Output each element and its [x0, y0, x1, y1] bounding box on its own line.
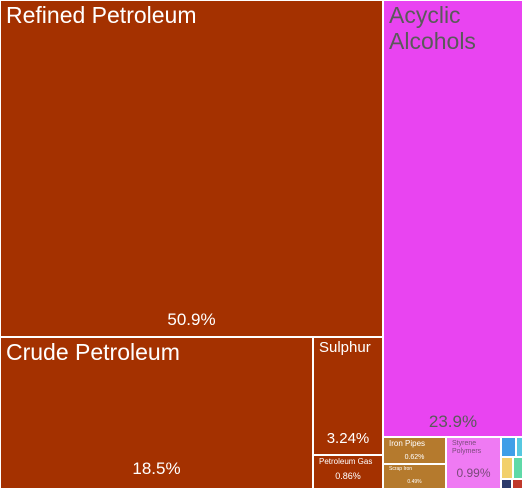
tile-percentage: 23.9%: [428, 412, 478, 431]
treemap-tile[interactable]: Acyclic Alcohols 23.9%: [383, 0, 523, 437]
tile-label: Refined Petroleum: [6, 2, 197, 28]
tile-percentage: 18.5%: [132, 459, 181, 478]
treemap-tile[interactable]: [513, 457, 523, 479]
tile-percentage: 3.24%: [326, 430, 370, 447]
treemap-tile[interactable]: Iron Pipes 0.62%: [383, 437, 446, 464]
treemap-tile[interactable]: [516, 437, 523, 457]
tile-percentage: 0.86%: [335, 471, 361, 481]
treemap-tile[interactable]: Scrap Iron 0.49%: [383, 464, 446, 489]
tile-label: Crude Petroleum: [6, 339, 180, 365]
tile-label: Petroleum Gas: [319, 457, 373, 466]
tile-label: Sulphur: [319, 339, 371, 356]
treemap-tile[interactable]: Crude Petroleum 18.5%: [0, 337, 313, 489]
tile-percentage: 0.49%: [407, 479, 422, 485]
treemap-tile[interactable]: [512, 479, 523, 489]
treemap-tile[interactable]: Styrene Polymers 0.99%: [446, 437, 501, 489]
treemap-tile[interactable]: Petroleum Gas 0.86%: [313, 455, 383, 489]
treemap-tile[interactable]: Sulphur 3.24%: [313, 337, 383, 455]
tile-label: Styrene Polymers: [452, 440, 482, 455]
treemap-tile[interactable]: Refined Petroleum 50.9%: [0, 0, 383, 337]
tile-label: Scrap Iron: [389, 466, 413, 472]
tile-percentage: 50.9%: [167, 310, 216, 329]
tile-label: Acyclic Alcohols: [389, 2, 476, 54]
tile-percentage: 0.99%: [456, 466, 491, 480]
treemap-tile[interactable]: [501, 437, 516, 457]
treemap-tile[interactable]: [501, 457, 513, 479]
tile-percentage: 0.62%: [404, 454, 425, 461]
treemap-tile[interactable]: [501, 479, 512, 489]
tile-label: Iron Pipes: [389, 439, 426, 448]
